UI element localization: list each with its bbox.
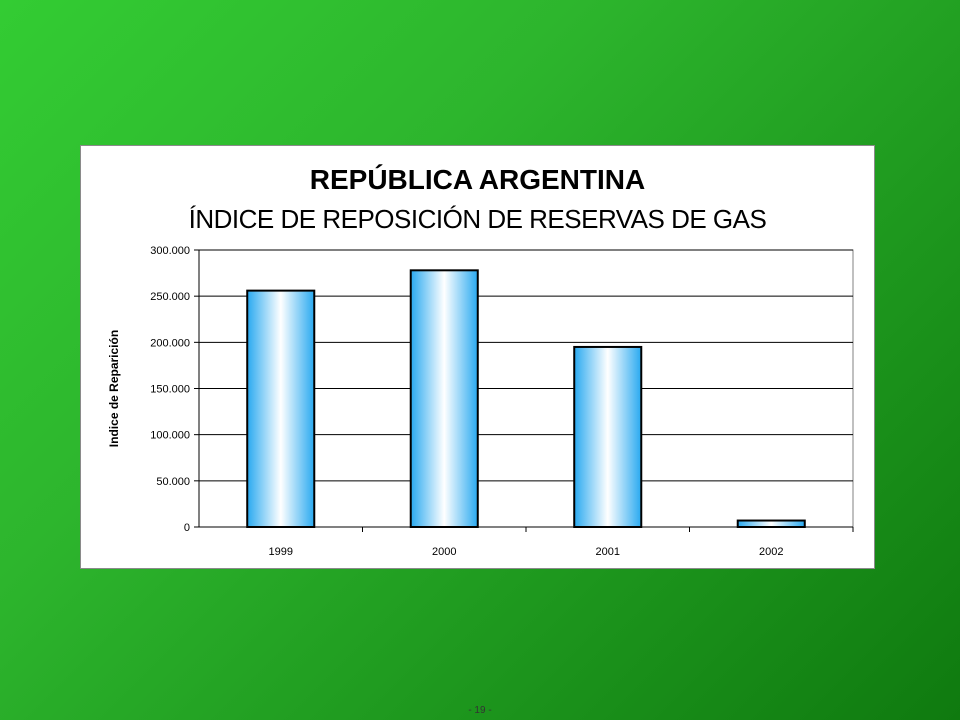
bar-2002 [736,519,806,528]
x-tick-label: 1999 [269,546,293,558]
y-tick-label: 200.000 [150,337,190,349]
chart-subtitle: ÍNDICE DE REPOSICIÓN DE RESERVAS DE GAS [188,204,767,234]
page-number: - 19 - [468,705,492,716]
bar-2001 [573,345,643,528]
y-tick-label: 300.000 [150,245,190,257]
x-tick-label: 2002 [759,546,783,558]
bar-2000 [409,269,479,529]
x-tick-label: 2001 [596,546,620,558]
y-tick-label: 150.000 [150,384,190,396]
y-tick-label: 50.000 [156,476,190,488]
y-tick-label: 0 [184,522,190,534]
bar-1999 [246,289,316,528]
y-axis-label: Indice de Reparición [107,330,121,447]
y-tick-label: 250.000 [150,291,190,303]
x-tick-label: 2000 [432,546,456,558]
bar-chart: 0 50.000 100.000 150.000 200.000 250.000 300.0… [107,245,854,558]
chart-title: REPÚBLICA ARGENTINA [309,164,646,195]
chart-panel: REPÚBLICA ARGENTINA ÍNDICE DE REPOSICIÓN… [80,145,875,569]
y-tick-label: 100.000 [150,430,190,442]
